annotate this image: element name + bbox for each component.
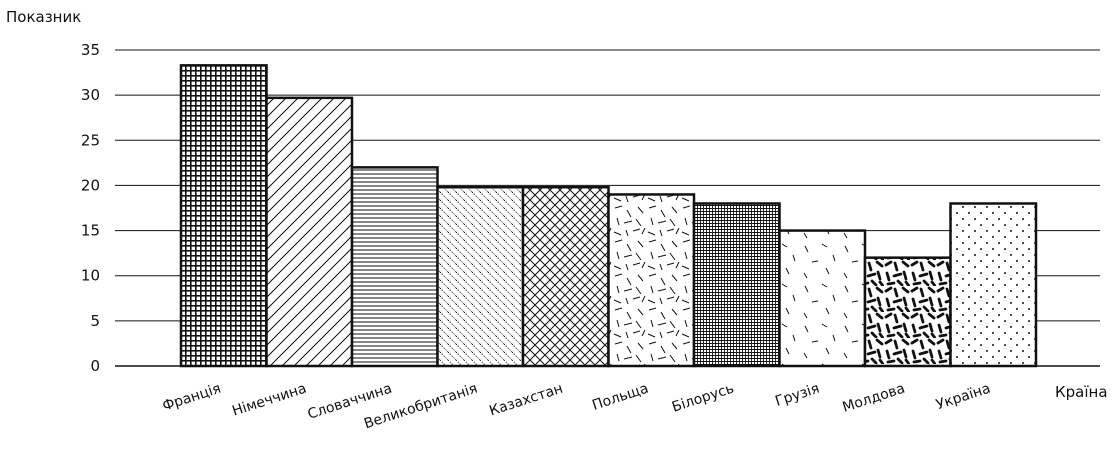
y-axis-title: Показник xyxy=(6,8,81,26)
bar xyxy=(265,96,354,368)
y-tick-label: 15 xyxy=(81,222,100,240)
y-tick-label: 10 xyxy=(81,267,100,285)
bar xyxy=(778,229,867,368)
bar xyxy=(436,185,525,368)
bar xyxy=(521,185,610,368)
x-category-label: Казахстан xyxy=(487,381,565,420)
x-category-label: Молдова xyxy=(841,381,907,416)
bars xyxy=(179,64,1038,368)
bar xyxy=(863,256,952,368)
x-axis-title: Країна xyxy=(1055,383,1108,401)
bar xyxy=(607,193,696,368)
y-tick-label: 5 xyxy=(90,312,100,330)
bar xyxy=(692,202,781,368)
y-tick-label: 30 xyxy=(81,86,100,104)
y-ticks: 0 5 10 15 20 25 30 35 xyxy=(81,41,100,375)
x-category-label: Польща xyxy=(590,381,650,414)
x-category-label: Франція xyxy=(160,381,222,415)
x-category-label: Білорусь xyxy=(670,381,736,416)
x-category-labels: Франція НімеччинаСловаччинаВеликобританія… xyxy=(160,381,992,433)
bar xyxy=(350,166,439,368)
y-tick-label: 35 xyxy=(81,41,100,59)
y-tick-label: 20 xyxy=(81,176,100,194)
x-category-label: Україна xyxy=(934,381,992,414)
y-tick-label: 0 xyxy=(90,357,100,375)
x-category-label: Німеччина xyxy=(230,381,308,420)
bar xyxy=(179,64,268,368)
bar xyxy=(949,202,1038,368)
y-tick-label: 25 xyxy=(81,131,100,149)
x-category-label: Грузія xyxy=(773,381,821,410)
